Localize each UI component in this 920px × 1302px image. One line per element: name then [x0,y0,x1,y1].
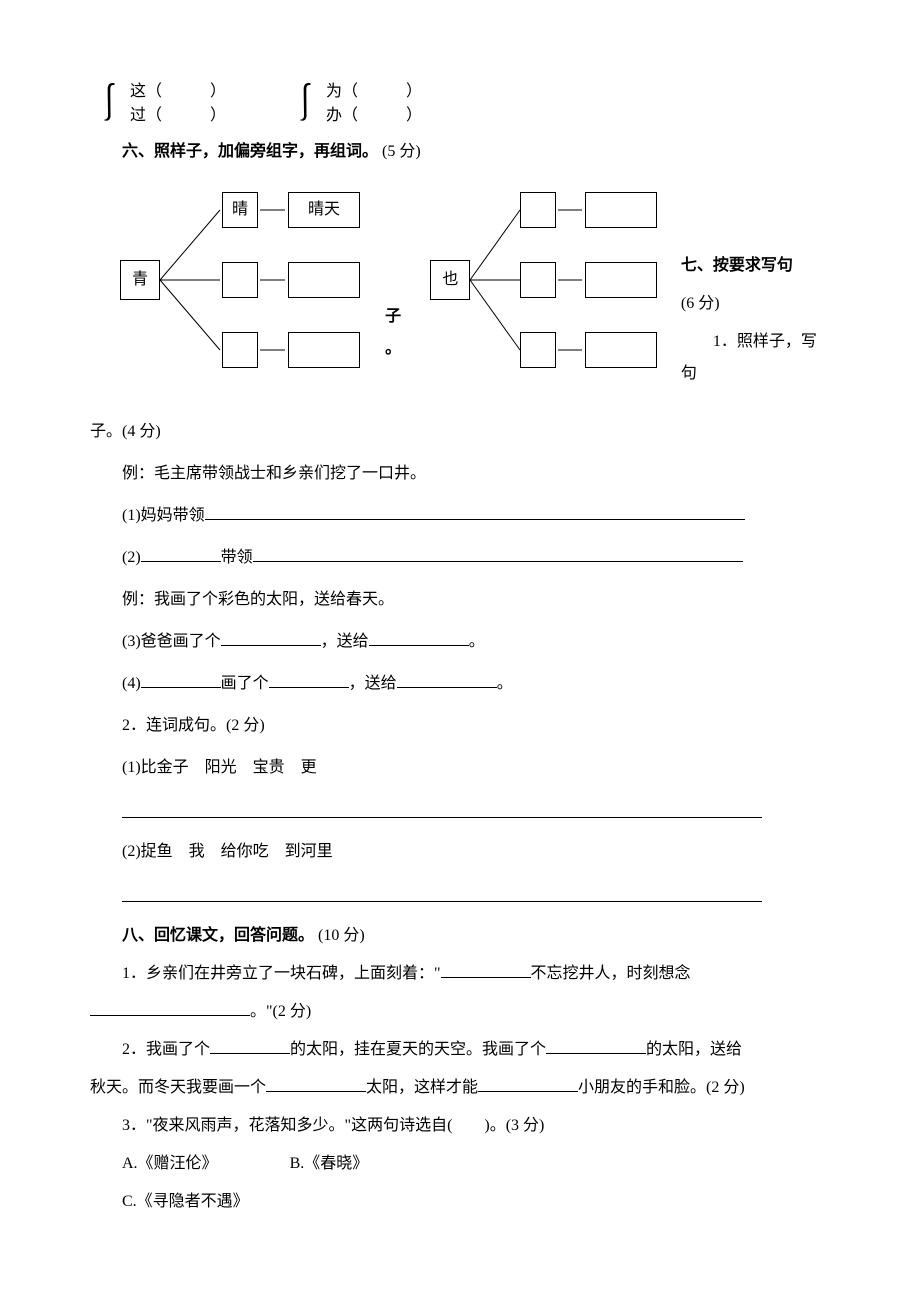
example-word: 晴天 [308,194,340,226]
combine-2: (2)捉鱼 我 给你吃 到河里 [90,836,830,868]
blank-line [90,998,250,1016]
blank-line [253,544,743,562]
root-box: 也 [430,260,470,300]
bracket-item: 办（ ） [326,104,422,128]
s8-q3: 3．"夜来风雨声，花落知多少。"这两句诗选自( )。(3 分) [90,1110,830,1142]
section-7-sub1-lead: 1．照样子，写句 [681,326,830,390]
blank-line [141,544,221,562]
q4-text4: 。 [497,675,513,692]
section-8-points: (10 分) [318,927,365,944]
s8q2-e: 太阳，这样才能 [366,1079,478,1096]
section-6-heading: 六、照样子，加偏旁组字，再组词。 (5 分) [90,136,830,168]
bracket-pair-2: ⎰ 为（ ） 办（ ） [286,80,422,128]
bracket-group: ⎰ 这（ ） 过（ ） ⎰ 为（ ） 办（ ） [90,80,830,128]
s8q2-f: 小朋友的手和脸。(2 分) [578,1079,745,1096]
q3-text3: 。 [469,633,485,650]
question-2: (2) 带领 [90,542,830,574]
root-char: 青 [132,264,148,296]
example-1: 例：毛主席带领战士和乡亲们挖了一口井。 [90,458,830,490]
blank-line [269,670,349,688]
bracket-item: 过（ ） [130,104,226,128]
blank-line [266,1074,366,1092]
char-box [520,192,556,228]
char-box [520,332,556,368]
s8q2-a: 2．我画了个 [122,1041,210,1058]
s8q2-d: 秋天。而冬天我要画一个 [90,1079,266,1096]
diagram-row: 青 晴 晴天 子 。 也 七、按要求写句 (6 分) 1．照样子，写句 [90,180,830,396]
word-box [288,262,360,298]
q3-text2: ，送给 [321,633,369,650]
s8-q2: 2．我画了个 的太阳，挂在夏天的天空。我画了个 的太阳，送给 [90,1034,830,1066]
s8q2-c: 的太阳，送给 [646,1041,742,1058]
word-box [585,192,657,228]
question-4: (4) 画了个 ，送给 。 [90,668,830,700]
s8-q1-cont: 。"(2 分) [90,996,830,1028]
s8q2-b: 的太阳，挂在夏天的天空。我画了个 [290,1041,546,1058]
q2-text: (2) [122,549,141,566]
blank-line [397,670,497,688]
q4-text3: ，送给 [349,675,397,692]
word-box [288,332,360,368]
answer-line [122,802,762,818]
char-box [222,332,258,368]
s8-q2-cont: 秋天。而冬天我要画一个 太阳，这样才能 小朋友的手和脸。(2 分) [90,1072,830,1104]
answer-line [122,886,762,902]
question-3: (3)爸爸画了个 ，送给 。 [90,626,830,658]
blank-line [221,628,321,646]
s8q1-c: 。"(2 分) [250,1003,311,1020]
section-7-points: (6 分) [681,288,830,320]
q1-text: (1)妈妈带领 [122,507,205,524]
section-7-head-right: 七、按要求写句 (6 分) 1．照样子，写句 [681,180,830,396]
option-b: B.《春晓》 [290,1155,369,1172]
s8q1-a: 1．乡亲们在井旁立了一块石碑，上面刻着：" [122,965,441,982]
s8-option-c: C.《寻隐者不遇》 [90,1186,830,1218]
word-box: 晴天 [288,192,360,228]
combine-1: (1)比金子 阳光 宝贵 更 [90,752,830,784]
example-2: 例：我画了个彩色的太阳，送给春天。 [90,584,830,616]
blank-line [205,502,745,520]
root-box: 青 [120,260,160,300]
section-8-heading: 八、回忆课文，回答问题。 (10 分) [90,920,830,952]
char-box: 晴 [222,192,258,228]
question-1: (1)妈妈带领 [90,500,830,532]
blank-line [478,1074,578,1092]
q3-text: (3)爸爸画了个 [122,633,221,650]
option-a: A.《赠汪伦》 [122,1155,210,1172]
brace-icon: ⎰ [90,85,128,123]
s8q1-b: 不忘挖井人，时刻想念 [531,965,691,982]
char-box [222,262,258,298]
blank-line [141,670,221,688]
q4-text: (4) [122,675,141,692]
blank-line [546,1036,646,1054]
section-7-sub1-tail: 子。(4 分) [90,416,830,448]
root-char: 也 [442,264,458,296]
bracket-item: 为（ ） [326,80,422,104]
inline-word: 子 。 [385,211,420,365]
blank-line [369,628,469,646]
section-7-sub2: 2．连词成句。(2 分) [90,710,830,742]
s8-q1: 1．乡亲们在井旁立了一块石碑，上面刻着：" 不忘挖井人，时刻想念 [90,958,830,990]
q2-text2: 带领 [221,549,253,566]
section-6-title: 六、照样子，加偏旁组字，再组词。 [122,143,378,160]
diagram-left: 青 晴 晴天 [120,180,375,380]
word-box [585,332,657,368]
example-char: 晴 [232,194,248,226]
q4-text2: 画了个 [221,675,269,692]
char-box [520,262,556,298]
word-box [585,262,657,298]
brace-icon: ⎰ [286,85,324,123]
blank-line [441,960,531,978]
section-7-title: 七、按要求写句 [681,250,830,282]
s8-options-ab: A.《赠汪伦》 B.《春晓》 [90,1148,830,1180]
blank-line [210,1036,290,1054]
section-6-points: (5 分) [382,143,421,160]
bracket-pair-1: ⎰ 这（ ） 过（ ） [90,80,226,128]
section-8-title: 八、回忆课文，回答问题。 [122,927,314,944]
bracket-item: 这（ ） [130,80,226,104]
diagram-right: 也 [430,180,665,380]
